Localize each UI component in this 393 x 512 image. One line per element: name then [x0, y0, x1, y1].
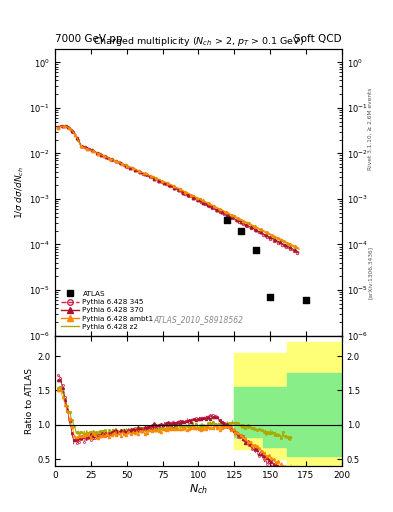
Text: ATLAS_2010_S8918562: ATLAS_2010_S8918562	[153, 315, 244, 324]
X-axis label: $N_{ch}$: $N_{ch}$	[189, 482, 208, 496]
Text: Rivet 3.1.10, ≥ 2.6M events: Rivet 3.1.10, ≥ 2.6M events	[368, 88, 373, 170]
Legend: ATLAS, Pythia 6.428 345, Pythia 6.428 370, Pythia 6.428 ambt1, Pythia 6.428 z2: ATLAS, Pythia 6.428 345, Pythia 6.428 37…	[59, 289, 156, 332]
Point	[303, 296, 309, 304]
Text: Soft QCD: Soft QCD	[294, 33, 342, 44]
Text: 7000 GeV pp: 7000 GeV pp	[55, 33, 123, 44]
Point	[239, 227, 245, 235]
Y-axis label: $1/\sigma\;d\sigma/dN_{ch}$: $1/\sigma\;d\sigma/dN_{ch}$	[14, 166, 26, 219]
Point	[224, 216, 230, 224]
Text: [arXiv:1306.3436]: [arXiv:1306.3436]	[368, 246, 373, 299]
Point	[253, 246, 259, 254]
Y-axis label: Ratio to ATLAS: Ratio to ATLAS	[25, 368, 34, 434]
Title: Charged multiplicity ($N_{ch}$ > 2, $p_T$ > 0.1 GeV): Charged multiplicity ($N_{ch}$ > 2, $p_T…	[93, 35, 304, 49]
Point	[267, 293, 274, 301]
